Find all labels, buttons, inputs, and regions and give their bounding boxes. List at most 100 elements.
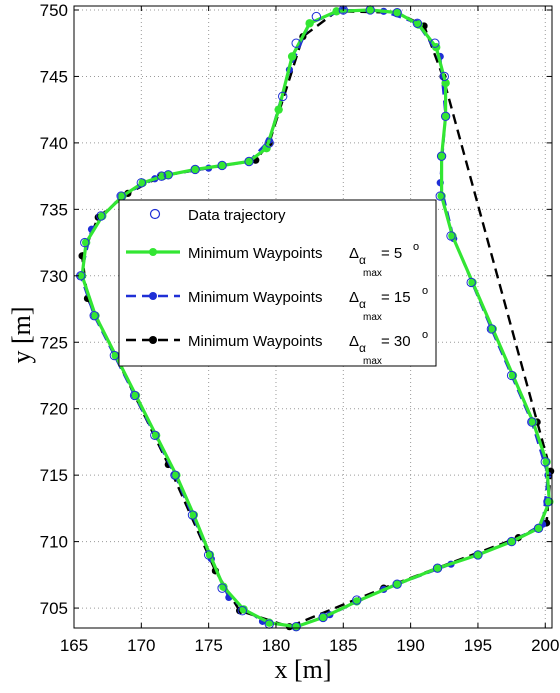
legend-marker-1 [149,248,157,256]
waypoint-marker-1 [219,582,228,591]
data-point [278,91,288,102]
legend-value-3: = 30 [381,333,411,350]
legend-box [118,199,437,367]
data-point [170,470,180,480]
waypoint-marker-1 [473,550,483,560]
y-axis-label: y [m] [7,306,36,363]
legend-delta-3: Δ [349,333,359,350]
data-point [446,231,456,241]
data-point [150,430,160,440]
data-point [264,138,274,148]
data-point [129,390,140,401]
waypoint-marker-1 [392,8,402,17]
data-point [540,457,550,467]
data-point [440,111,451,122]
waypoint-marker-1 [262,144,271,153]
legend-max-2: max [363,312,382,323]
y-tick-label: 710 [40,533,68,552]
legend-degree-2: o [422,285,428,297]
data-point [291,38,301,48]
data-point [80,237,90,248]
waypoint-marker-1 [441,112,450,121]
x-tick-label: 165 [60,636,88,655]
data-point [311,11,322,22]
waypoint-marker-1 [318,613,328,622]
series-layer [76,5,555,632]
waypoint-marker-1 [534,524,543,533]
x-tick-label: 195 [464,636,492,655]
waypoint-marker-1 [366,5,375,15]
data-point [190,164,200,175]
legend-alpha-1: α [359,253,366,267]
data-point [435,191,445,201]
legend-degree-1: o [413,241,419,253]
data-point [392,579,402,589]
data-point [237,606,248,616]
legend-label-2: Minimum Waypoints [188,289,322,306]
y-tick-label: 705 [40,599,68,618]
legend-max-1: max [363,268,382,279]
legend-label-3: Minimum Waypoints [188,333,322,350]
legend-marker-2 [149,292,157,300]
data-point [203,550,214,560]
data-point [466,277,476,288]
waypoint-marker-1 [274,105,283,114]
data-point [506,536,517,547]
y-tick-label: 725 [40,333,68,352]
y-tick-label: 740 [40,134,68,153]
x-axis-label: x [m] [274,655,331,684]
data-point [392,7,402,18]
x-tick-label: 185 [329,636,357,655]
data-point [436,151,447,161]
data-point [163,170,173,180]
series-line-1 [80,8,551,629]
data-point [217,160,227,171]
legend-marker-data [149,208,161,220]
legend-delta-2: Δ [349,289,359,306]
legend-delta-1: Δ [349,245,359,262]
data-point [136,178,147,188]
waypoint-marker-1 [414,20,423,29]
y-tick-label: 750 [40,1,68,20]
data-point [533,523,544,534]
waypoint-marker-1 [437,151,446,161]
legend-alpha-2: α [359,297,366,311]
y-tick-label: 745 [40,67,68,86]
waypoint-marker-1 [287,52,297,61]
waypoint-marker-1 [217,161,227,170]
x-tick-label: 200 [531,636,559,655]
data-point [432,563,443,573]
x-tick-label: 170 [127,636,155,655]
data-point [430,38,440,48]
waypoint-marker-1 [507,537,516,546]
waypoint-marker-1 [392,579,402,589]
data-point [291,621,301,632]
data-point [486,324,497,334]
data-point [318,612,328,623]
data-point [96,211,106,221]
data-point [244,156,254,167]
y-tick-label: 720 [40,400,68,419]
legend-max-3: max [363,356,382,367]
legend-degree-3: o [422,329,428,341]
x-tick-label: 180 [262,636,290,655]
legend-label-0: Data trajectory [188,207,286,224]
data-point [412,18,423,28]
data-point [156,171,167,181]
data-point [89,310,99,321]
legend-value-2: = 15 [381,289,411,306]
axes-frame [73,5,553,629]
legend-value-1: = 5 [381,245,402,262]
waypoint-marker-1 [305,19,314,28]
data-point [352,595,362,605]
legend-alpha-3: α [359,341,366,355]
data-point [439,71,449,82]
waypoint-marker-1 [244,157,254,166]
y-tick-label: 730 [40,267,68,286]
waypoint-marker-1 [239,605,248,614]
ticks: 165 170 175 180 185 190 195 200 705 710 715 720 725 7… [40,1,560,655]
data-point [473,550,483,560]
x-tick-label: 175 [194,636,222,655]
